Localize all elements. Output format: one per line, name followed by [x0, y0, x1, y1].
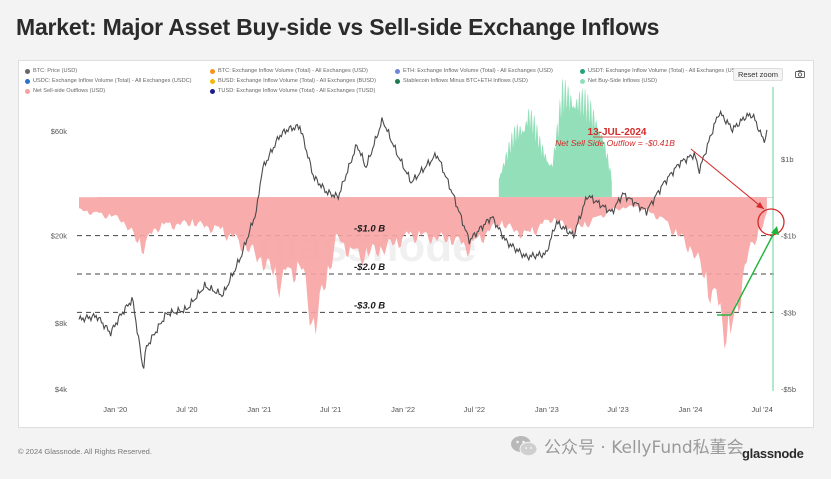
legend-label: USDT: Exchange Inflow Volume (Total) - A… — [588, 68, 745, 74]
legend-marker — [395, 68, 400, 74]
reset-zoom-button[interactable]: Reset zoom — [732, 68, 783, 81]
legend-label: Net Buy-Side Inflows (USD) — [588, 78, 658, 84]
x-tick-label: Jan '24 — [679, 405, 703, 414]
x-tick-label: Jul '23 — [607, 405, 628, 414]
x-tick-label: Jul '21 — [320, 405, 341, 414]
page-title: Market: Major Asset Buy-side vs Sell-sid… — [16, 14, 660, 40]
y-left-tick-label: $8k — [55, 319, 67, 328]
x-tick-label: Jul '20 — [176, 405, 197, 414]
brand-logo: glassnode — [742, 446, 804, 461]
x-tick-label: Jul '24 — [751, 405, 772, 414]
legend-item[interactable]: BTC: Price (USD) — [25, 66, 210, 76]
legend-marker — [395, 78, 400, 84]
legend-marker — [25, 88, 30, 94]
legend-marker — [580, 78, 585, 84]
legend-marker — [210, 68, 215, 74]
level-label: -$1.0 B — [354, 224, 385, 235]
green-arrow-line — [730, 228, 777, 316]
legend-item[interactable]: TUSD: Exchange Inflow Volume (Total) - A… — [210, 86, 395, 96]
legend-item[interactable]: BTC: Exchange Inflow Volume (Total) - Al… — [210, 66, 395, 76]
chart-plot: glassnode$4k$8k$20k$60k$1b-$1b-$3b-$5bJa… — [51, 77, 796, 414]
x-tick-label: Jan '21 — [247, 405, 271, 414]
x-tick-label: Jul '22 — [464, 405, 485, 414]
btc-price-line — [78, 109, 768, 369]
legend-item[interactable]: USDT: Exchange Inflow Volume (Total) - A… — [580, 66, 765, 76]
legend-item[interactable]: Net Buy-Side Inflows (USD) — [580, 76, 765, 86]
highlight-circle — [757, 208, 785, 236]
legend-marker — [210, 88, 215, 94]
y-left-tick-label: $4k — [55, 385, 67, 394]
legend-item[interactable]: Net Sell-side Outflows (USD) — [25, 86, 210, 96]
legend-marker — [210, 78, 215, 84]
legend-label: Net Sell-side Outflows (USD) — [33, 88, 106, 94]
y-left-tick-label: $20k — [51, 232, 68, 241]
legend-marker — [580, 68, 585, 74]
y-right-tick-label: -$5b — [781, 385, 796, 394]
x-tick-label: Jan '22 — [391, 405, 415, 414]
legend-item[interactable]: BUSD: Exchange Inflow Volume (Total) - A… — [210, 76, 395, 86]
legend-marker — [25, 68, 30, 74]
wechat-watermark: 公众号 · KellyFund私董会 — [510, 433, 744, 458]
legend-item[interactable]: USDC: Exchange Inflow Volume (Total) - A… — [25, 76, 210, 86]
x-tick-label: Jan '20 — [103, 405, 127, 414]
y-left-tick-label: $60k — [51, 127, 68, 136]
red-arrow-line — [690, 148, 765, 210]
annotation-date: 13-JUL-2024 — [588, 127, 647, 138]
camera-icon[interactable] — [795, 70, 805, 78]
wechat-text: 公众号 · KellyFund私董会 — [544, 438, 744, 458]
chart-legend: BTC: Price (USD) BTC: Exchange Inflow Vo… — [25, 66, 765, 96]
annotation-outflow: Net Sell Side Outflow = -$0.41B — [555, 138, 675, 148]
chart-panel: BTC: Price (USD) BTC: Exchange Inflow Vo… — [18, 60, 814, 428]
legend-item[interactable]: Stablecoin Inflows Minus BTC+ETH Inflows… — [395, 76, 580, 86]
copyright-text: © 2024 Glassnode. All Rights Reserved. — [18, 447, 152, 456]
legend-label: TUSD: Exchange Inflow Volume (Total) - A… — [218, 88, 376, 94]
level-label: -$2.0 B — [354, 262, 385, 273]
legend-label: BTC: Exchange Inflow Volume (Total) - Al… — [218, 68, 368, 74]
level-label: -$3.0 B — [354, 300, 385, 311]
red-arrow-head — [756, 202, 764, 209]
y-right-tick-label: -$3b — [781, 308, 796, 317]
legend-label: Stablecoin Inflows Minus BTC+ETH Inflows… — [403, 78, 528, 84]
y-right-tick-label: -$1b — [781, 232, 796, 241]
legend-label: BTC: Price (USD) — [33, 68, 78, 74]
legend-item[interactable]: ETH: Exchange Inflow Volume (Total) - Al… — [395, 66, 580, 76]
wechat-icon — [511, 435, 538, 456]
x-tick-label: Jan '23 — [535, 405, 559, 414]
sell-outflow-area — [79, 197, 767, 349]
legend-marker — [25, 78, 30, 84]
legend-label: BUSD: Exchange Inflow Volume (Total) - A… — [218, 78, 376, 84]
buy-inflow-area — [498, 77, 612, 198]
legend-label: USDC: Exchange Inflow Volume (Total) - A… — [33, 78, 192, 84]
y-right-tick-label: $1b — [781, 155, 794, 164]
green-arrow-head — [771, 226, 779, 235]
legend-label: ETH: Exchange Inflow Volume (Total) - Al… — [403, 68, 553, 74]
